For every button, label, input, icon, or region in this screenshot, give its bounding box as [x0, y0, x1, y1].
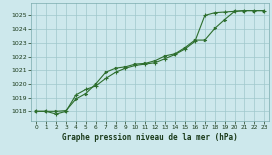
X-axis label: Graphe pression niveau de la mer (hPa): Graphe pression niveau de la mer (hPa) — [62, 133, 238, 142]
